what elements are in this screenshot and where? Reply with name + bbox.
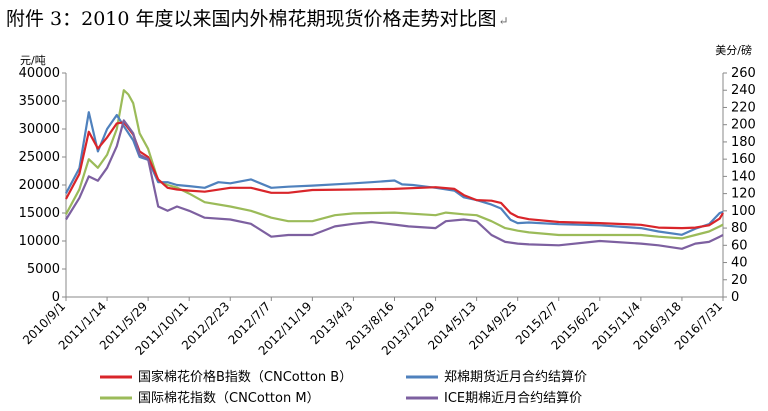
y-tick-label-right: 20 bbox=[731, 273, 748, 288]
series-lines bbox=[65, 89, 724, 250]
y-tick-label-left: 25000 bbox=[19, 150, 60, 165]
figure-caption: 附件 3：2010 年度以来国内外棉花期现货价格走势对比图 ↵ bbox=[6, 4, 509, 34]
y-tick-label-left: 10000 bbox=[19, 234, 60, 249]
legend-label: ICE期棉近月合约结算价 bbox=[444, 391, 582, 406]
y-tick-label-right: 260 bbox=[731, 66, 756, 81]
y-tick-label-right: 40 bbox=[731, 256, 748, 271]
legend: 国家棉花价格B指数（CNCotton B） 郑棉期货近月合约结算价国际棉花指数（C… bbox=[100, 369, 587, 406]
y-axis-right-unit: 美分/磅 bbox=[715, 43, 752, 57]
y-tick-label-left: 0 bbox=[52, 290, 60, 305]
y-tick-label-right: 160 bbox=[731, 152, 756, 167]
series-line-2 bbox=[65, 111, 724, 236]
caption-text: 附件 3：2010 年度以来国内外棉花期现货价格走势对比图 bbox=[6, 8, 497, 30]
y-ticks-left: 0 5000 10000 15000 20000 25000 30000 35000 40000 bbox=[19, 66, 66, 305]
y-tick-label-right: 180 bbox=[731, 135, 756, 150]
y-tick-label-left: 5000 bbox=[27, 262, 60, 277]
y-tick-label-right: 80 bbox=[731, 221, 748, 236]
paragraph-mark: ↵ bbox=[498, 14, 509, 28]
legend-label: 国家棉花价格B指数（CNCotton B） bbox=[138, 369, 352, 385]
legend-label: 国际棉花指数（CNCotton M） bbox=[138, 390, 320, 406]
y-tick-label-left: 30000 bbox=[19, 122, 60, 137]
series-line-3 bbox=[65, 89, 724, 240]
y-tick-label-right: 240 bbox=[731, 83, 756, 98]
y-tick-label-right: 60 bbox=[731, 238, 748, 253]
y-ticks-right: 0 20 40 60 80 100 120 140 160 180 200 220 240 260 bbox=[723, 66, 756, 305]
series-line-4 bbox=[65, 119, 724, 250]
y-tick-label-right: 140 bbox=[731, 169, 756, 184]
legend-label: 郑棉期货近月合约结算价 bbox=[444, 369, 587, 385]
x-ticks: 2010/9/12011/1/142011/5/292011/10/112012… bbox=[20, 297, 725, 358]
y-tick-label-left: 35000 bbox=[19, 94, 60, 109]
y-tick-label-right: 100 bbox=[731, 204, 756, 219]
y-axis-left-unit: 元/吨 bbox=[20, 54, 46, 67]
y-tick-label-left: 40000 bbox=[19, 66, 60, 81]
y-tick-label-right: 220 bbox=[731, 100, 756, 115]
y-tick-label-right: 200 bbox=[731, 118, 756, 133]
y-tick-label-left: 15000 bbox=[19, 206, 60, 221]
y-tick-label-right: 0 bbox=[731, 290, 739, 305]
y-tick-label-left: 20000 bbox=[19, 178, 60, 193]
y-tick-label-right: 120 bbox=[731, 187, 756, 202]
